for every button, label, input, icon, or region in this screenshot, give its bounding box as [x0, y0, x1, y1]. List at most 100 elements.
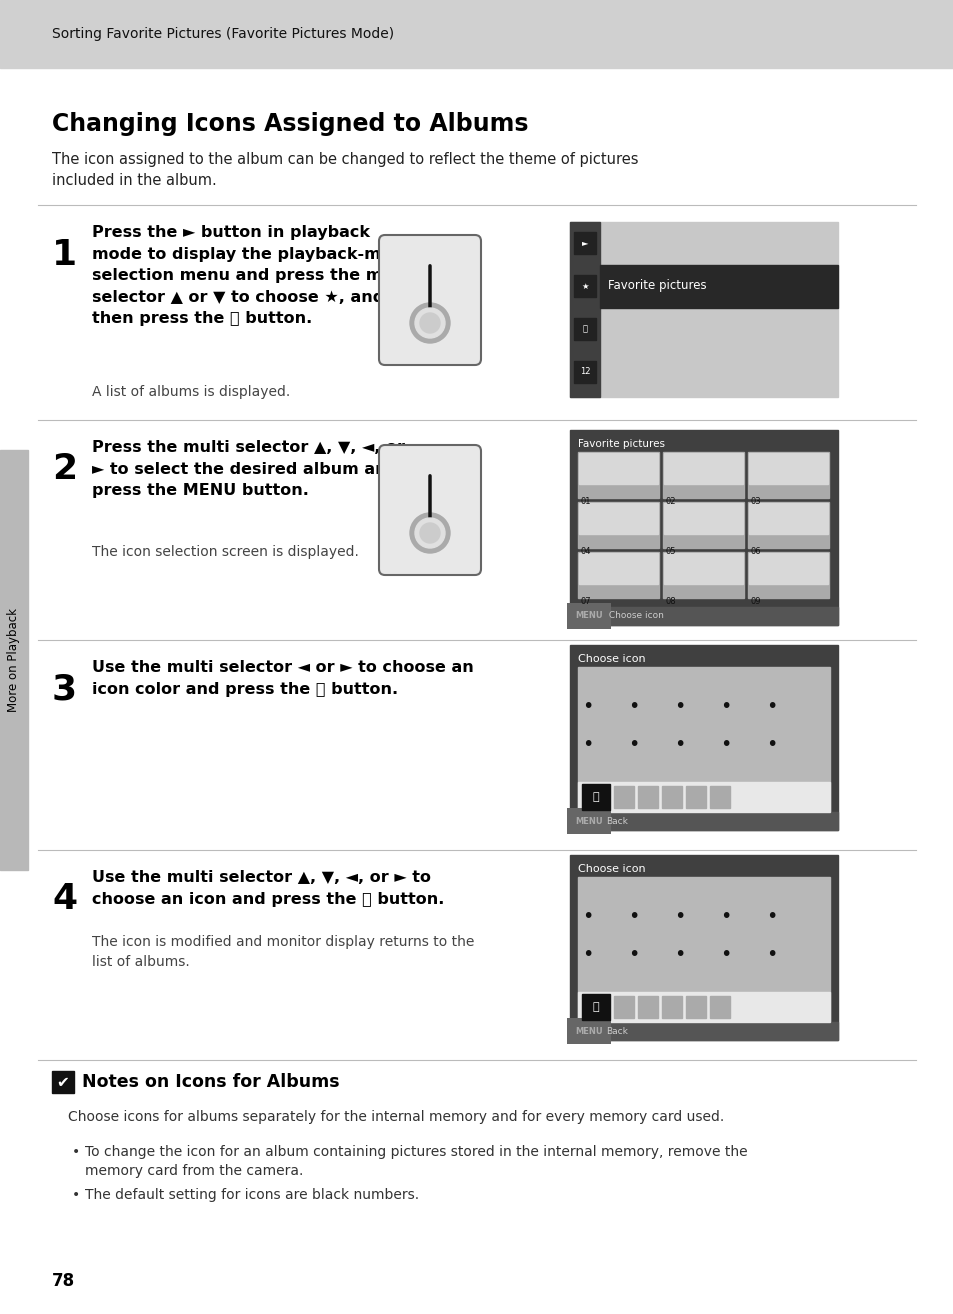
Text: Back: Back — [605, 1026, 627, 1035]
Text: •: • — [674, 698, 685, 716]
Bar — [747, 552, 828, 598]
Text: Choose icon: Choose icon — [578, 865, 645, 874]
Bar — [685, 996, 705, 1018]
Bar — [614, 786, 634, 808]
Text: •: • — [765, 698, 777, 716]
Text: ￭: ￭ — [592, 1003, 598, 1012]
Bar — [574, 233, 596, 254]
Text: 01: 01 — [580, 497, 591, 506]
Text: •: • — [71, 1188, 80, 1202]
Bar — [578, 782, 829, 812]
Bar — [578, 452, 659, 498]
Bar — [578, 552, 659, 598]
Bar — [747, 452, 828, 498]
Text: •: • — [674, 945, 685, 963]
Text: •: • — [674, 908, 685, 926]
Text: Favorite pictures: Favorite pictures — [578, 439, 664, 449]
Text: 08: 08 — [665, 597, 676, 606]
Text: The icon assigned to the album can be changed to reflect the theme of pictures
i: The icon assigned to the album can be ch… — [52, 152, 638, 188]
Bar — [638, 996, 658, 1018]
Text: 2: 2 — [52, 452, 77, 486]
Text: ★: ★ — [580, 281, 588, 290]
Text: •: • — [628, 908, 639, 926]
Bar — [578, 668, 829, 812]
Text: The default setting for icons are black numbers.: The default setting for icons are black … — [85, 1188, 418, 1202]
Text: Use the multi selector ▲, ▼, ◄, or ► to
choose an icon and press the ⒪ button.: Use the multi selector ▲, ▼, ◄, or ► to … — [91, 870, 444, 907]
Text: Choose icons for albums separately for the internal memory and for every memory : Choose icons for albums separately for t… — [68, 1110, 723, 1123]
Bar — [578, 992, 829, 1022]
Bar — [578, 502, 659, 548]
Text: Choose icon: Choose icon — [578, 654, 645, 664]
Text: ►: ► — [581, 239, 588, 247]
Bar — [569, 222, 837, 397]
Bar — [574, 318, 596, 340]
Bar — [662, 552, 743, 598]
Bar — [569, 222, 599, 397]
Text: 3: 3 — [52, 671, 77, 706]
Bar — [662, 452, 743, 498]
Text: To change the icon for an album containing pictures stored in the internal memor: To change the icon for an album containi… — [85, 1144, 747, 1179]
Text: The icon is modified and monitor display returns to the
list of albums.: The icon is modified and monitor display… — [91, 936, 474, 968]
Bar — [52, 1071, 74, 1093]
Text: 06: 06 — [750, 547, 760, 556]
Text: •: • — [674, 735, 685, 753]
Circle shape — [415, 307, 444, 338]
Circle shape — [410, 304, 450, 343]
Bar — [709, 786, 729, 808]
Text: MENU: MENU — [575, 611, 602, 620]
Bar — [569, 812, 837, 830]
Circle shape — [415, 518, 444, 548]
Text: •: • — [720, 945, 731, 963]
Text: •: • — [720, 908, 731, 926]
Bar — [748, 503, 827, 533]
Text: Favorite pictures: Favorite pictures — [607, 280, 706, 293]
Text: MENU: MENU — [575, 1026, 602, 1035]
Bar — [661, 786, 681, 808]
Bar — [578, 503, 658, 533]
Text: ￭: ￭ — [592, 792, 598, 802]
Text: Notes on Icons for Albums: Notes on Icons for Albums — [82, 1074, 339, 1091]
Text: ￭: ￭ — [582, 325, 587, 334]
Text: 12: 12 — [579, 368, 590, 377]
Text: Press the multi selector ▲, ▼, ◄, or
► to select the desired album and
press the: Press the multi selector ▲, ▼, ◄, or ► t… — [91, 440, 405, 498]
Text: Press the ► button in playback
mode to display the playback-mode
selection menu : Press the ► button in playback mode to d… — [91, 225, 414, 326]
Bar — [569, 855, 837, 1039]
Bar — [569, 645, 837, 830]
Text: •: • — [765, 945, 777, 963]
Text: •: • — [765, 908, 777, 926]
Text: •: • — [628, 735, 639, 753]
Text: The icon selection screen is displayed.: The icon selection screen is displayed. — [91, 545, 358, 558]
Text: Use the multi selector ◄ or ► to choose an
icon color and press the ⒪ button.: Use the multi selector ◄ or ► to choose … — [91, 660, 474, 696]
Bar — [748, 553, 827, 583]
Bar — [578, 876, 829, 1022]
Bar — [569, 607, 837, 625]
Bar — [661, 996, 681, 1018]
Text: •: • — [628, 945, 639, 963]
Text: Back: Back — [605, 816, 627, 825]
Text: •: • — [581, 735, 593, 753]
Text: ✔: ✔ — [56, 1075, 70, 1089]
Text: 04: 04 — [580, 547, 591, 556]
Bar — [638, 786, 658, 808]
Bar — [578, 553, 658, 583]
Text: Changing Icons Assigned to Albums: Changing Icons Assigned to Albums — [52, 112, 528, 137]
Circle shape — [419, 523, 439, 543]
Text: 02: 02 — [665, 497, 676, 506]
Text: Sorting Favorite Pictures (Favorite Pictures Mode): Sorting Favorite Pictures (Favorite Pict… — [52, 28, 394, 41]
Text: •: • — [765, 735, 777, 753]
Text: 05: 05 — [665, 547, 676, 556]
FancyBboxPatch shape — [378, 235, 480, 365]
Bar — [574, 275, 596, 297]
Bar — [0, 449, 28, 870]
Text: MENU: MENU — [575, 816, 602, 825]
Circle shape — [419, 313, 439, 332]
Text: 07: 07 — [580, 597, 591, 606]
Bar — [662, 502, 743, 548]
FancyBboxPatch shape — [378, 445, 480, 576]
Text: •: • — [720, 735, 731, 753]
Bar — [578, 453, 658, 484]
Bar — [747, 502, 828, 548]
Text: •: • — [581, 908, 593, 926]
Bar — [663, 503, 742, 533]
Text: •: • — [581, 945, 593, 963]
